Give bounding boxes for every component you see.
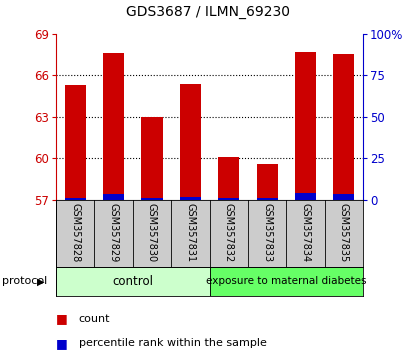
Bar bbox=[295, 52, 316, 200]
Text: count: count bbox=[79, 314, 110, 324]
Bar bbox=[218, 198, 239, 200]
Bar bbox=[295, 193, 316, 200]
Bar bbox=[256, 198, 278, 200]
Text: GSM357832: GSM357832 bbox=[224, 203, 234, 263]
Bar bbox=[256, 164, 278, 200]
Text: GSM357830: GSM357830 bbox=[147, 203, 157, 263]
Bar bbox=[218, 157, 239, 200]
Text: ■: ■ bbox=[56, 312, 68, 325]
Text: ■: ■ bbox=[56, 337, 68, 350]
Text: GSM357835: GSM357835 bbox=[339, 203, 349, 263]
Text: exposure to maternal diabetes: exposure to maternal diabetes bbox=[206, 276, 366, 286]
Bar bbox=[65, 198, 86, 200]
Text: GSM357829: GSM357829 bbox=[109, 203, 119, 263]
Bar bbox=[142, 117, 163, 200]
Bar bbox=[103, 194, 124, 200]
Bar bbox=[210, 267, 363, 296]
Bar bbox=[56, 267, 210, 296]
Text: GSM357831: GSM357831 bbox=[186, 203, 195, 263]
Bar bbox=[142, 198, 163, 200]
Text: GSM357828: GSM357828 bbox=[70, 203, 80, 263]
Bar bbox=[180, 197, 201, 200]
Bar bbox=[333, 55, 354, 200]
Text: GDS3687 / ILMN_69230: GDS3687 / ILMN_69230 bbox=[125, 5, 290, 19]
Bar bbox=[65, 85, 86, 200]
Bar bbox=[180, 84, 201, 200]
Text: protocol: protocol bbox=[2, 276, 47, 286]
Text: GSM357834: GSM357834 bbox=[300, 203, 310, 263]
Text: control: control bbox=[112, 275, 153, 288]
Text: ▶: ▶ bbox=[37, 276, 44, 286]
Text: GSM357833: GSM357833 bbox=[262, 203, 272, 263]
Bar bbox=[333, 194, 354, 200]
Text: percentile rank within the sample: percentile rank within the sample bbox=[79, 338, 267, 348]
Bar bbox=[103, 53, 124, 200]
